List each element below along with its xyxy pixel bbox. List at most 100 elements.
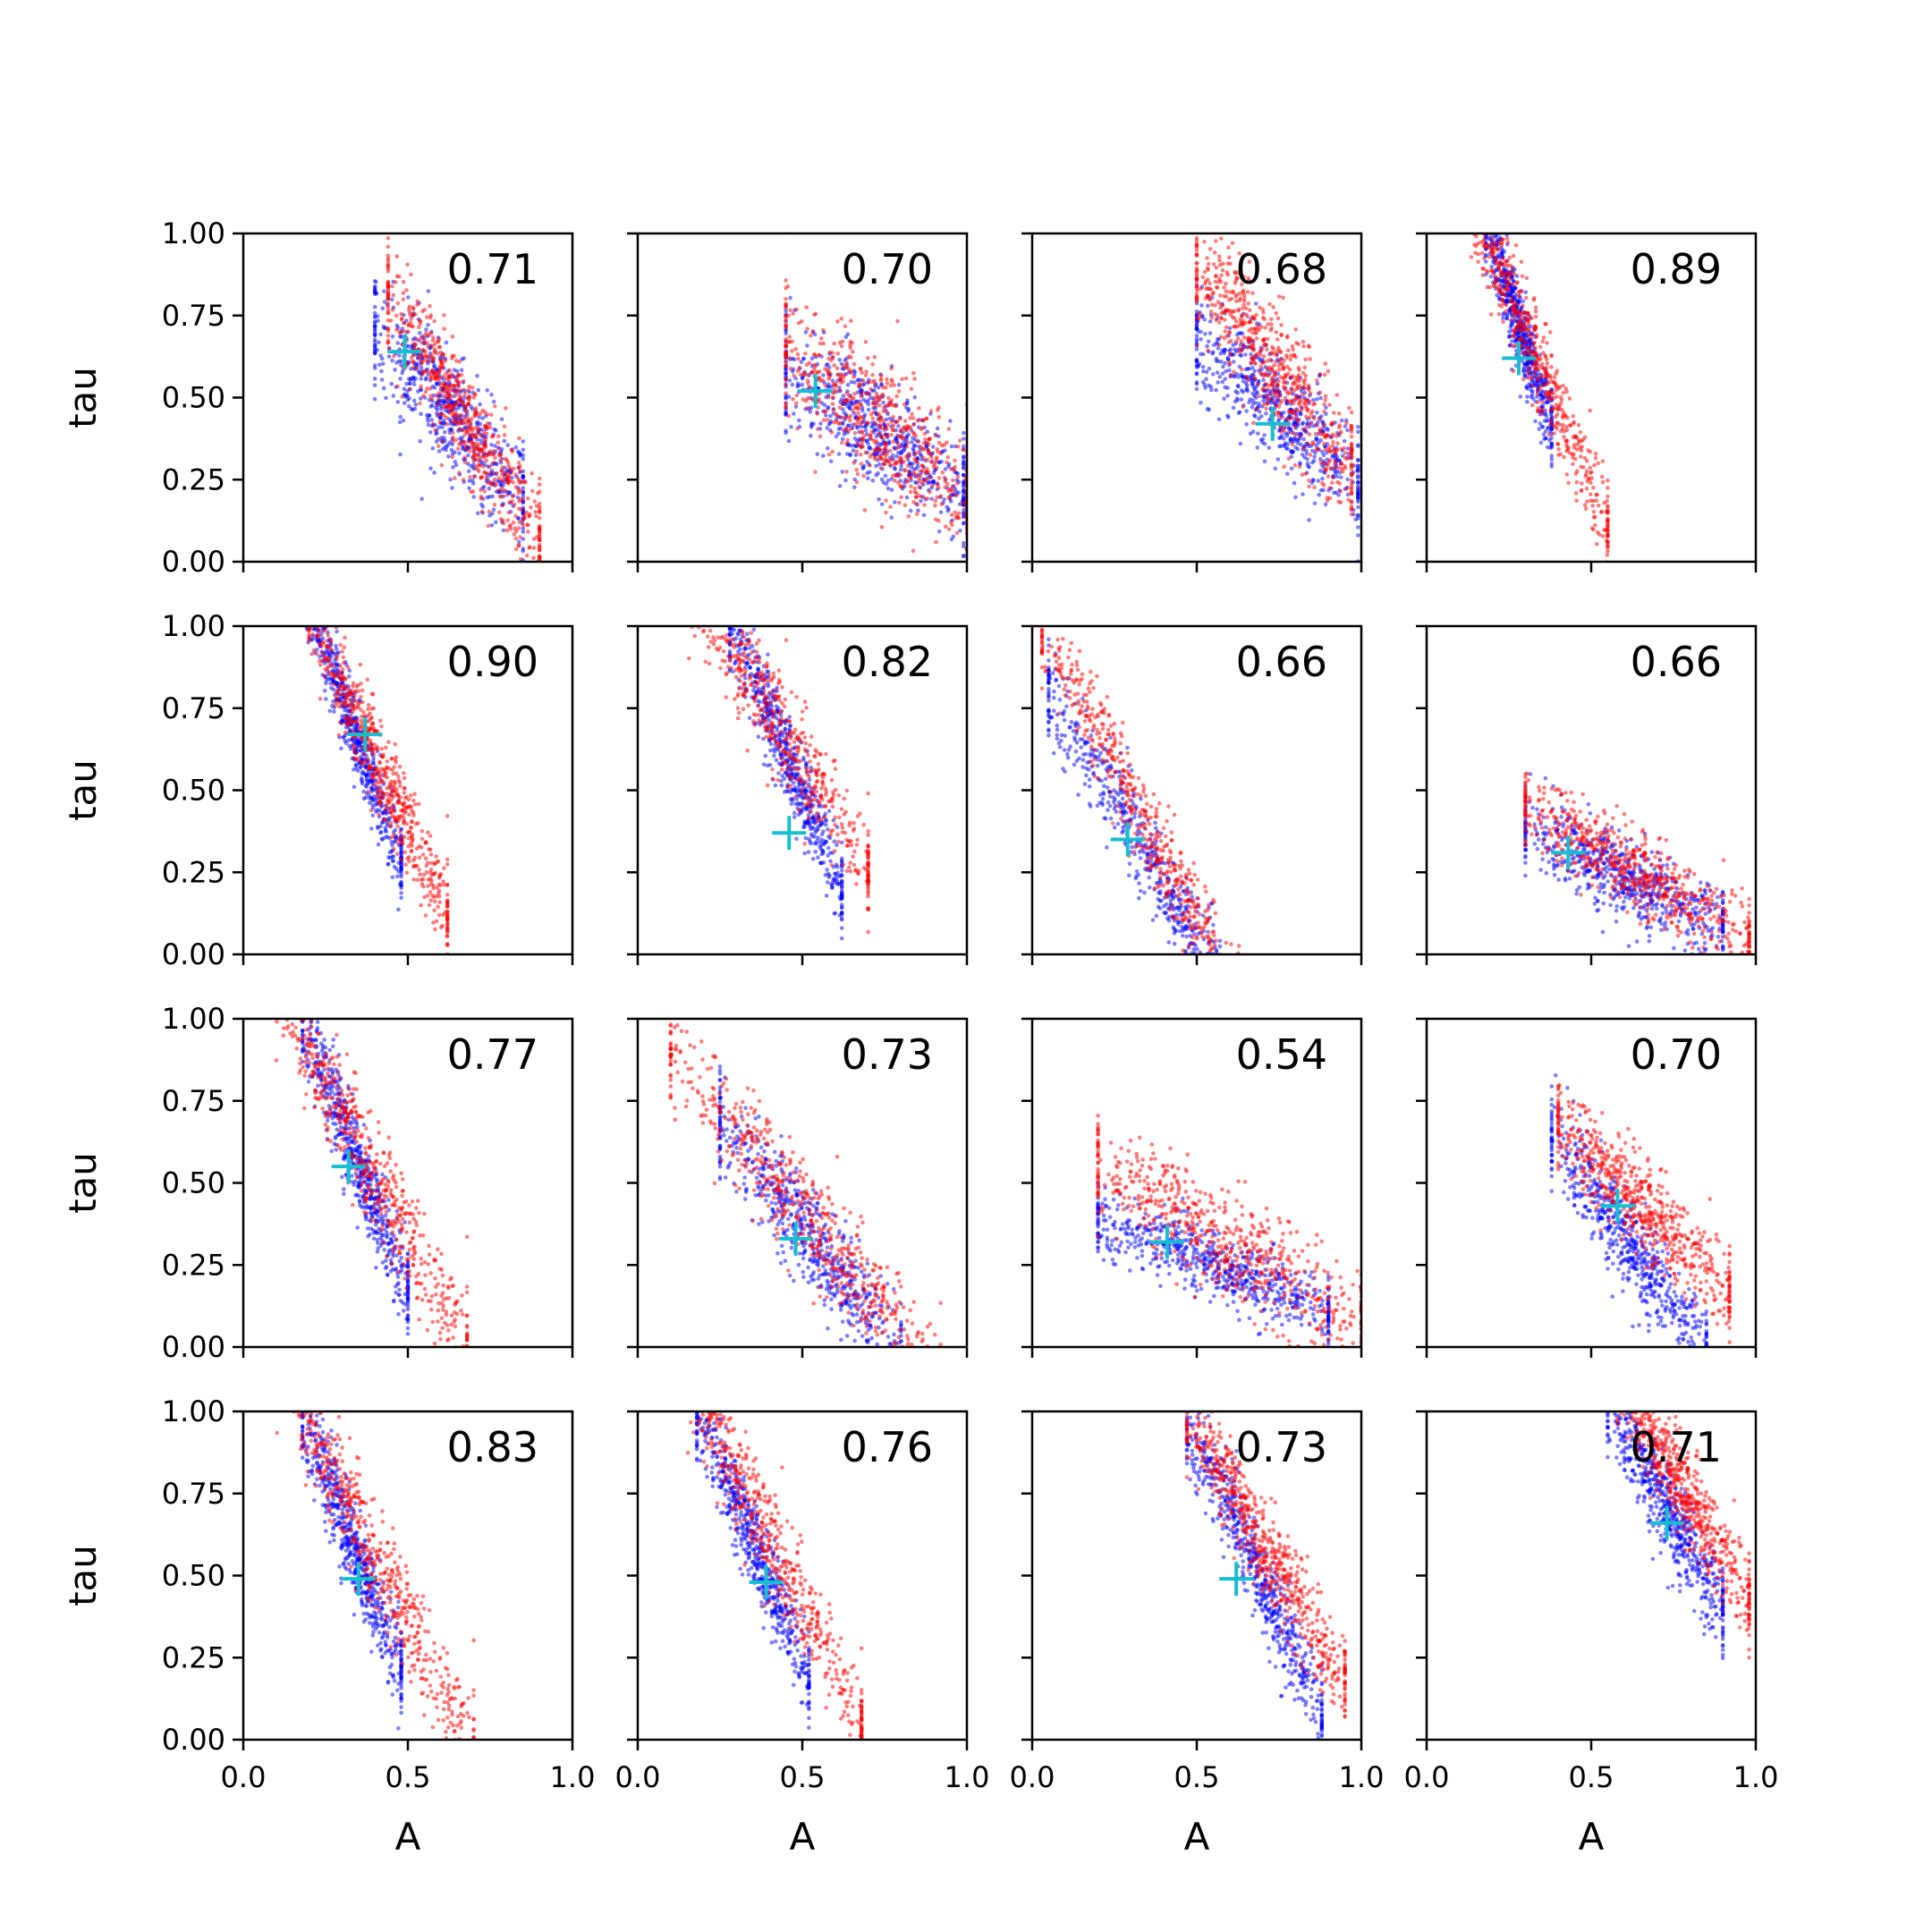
blue-point [1356,525,1360,530]
red-point [470,386,475,390]
blue-point [401,418,406,423]
red-point [1337,481,1343,486]
red-point [790,349,794,353]
blue-point [489,393,494,397]
red-point [451,430,455,435]
red-point [863,340,869,344]
blue-point [372,320,377,326]
red-point [1251,346,1256,351]
red-point [1292,409,1298,413]
red-point [1349,489,1354,494]
red-point [1564,424,1569,429]
red-point [419,384,424,389]
red-point [1310,409,1315,414]
blue-point [1321,453,1326,458]
blue-point [466,453,470,458]
red-point [1451,160,1455,165]
blue-point [1538,397,1543,402]
red-point [904,424,910,428]
red-point [1335,441,1340,446]
red-point [854,479,860,485]
red-point [851,409,855,413]
red-point [439,438,445,444]
red-point [1258,352,1263,357]
blue-point [489,522,495,528]
blue-point [1484,204,1488,208]
red-point [1524,275,1530,281]
blue-point [476,419,480,425]
blue-point [389,297,394,302]
blue-point [826,404,831,410]
red-point [1545,341,1549,345]
red-point [936,476,942,480]
blue-point [1299,412,1303,417]
blue-point [470,407,475,411]
red-point [1249,360,1253,365]
red-point [498,517,504,521]
blue-point [1320,476,1325,481]
red-point [1231,289,1235,294]
red-point [886,395,891,401]
blue-point [1275,457,1281,462]
red-point [894,446,899,451]
red-point [428,315,433,320]
red-point [447,388,452,394]
red-point [902,402,907,407]
blue-point [825,426,830,430]
red-point [796,356,801,361]
red-point [933,498,938,504]
red-point [895,480,901,485]
red-point [1251,375,1256,379]
blue-point [1300,421,1305,427]
red-point [894,419,899,425]
red-point [931,464,936,469]
red-point [428,370,433,375]
blue-point [475,373,479,378]
blue-point [824,363,829,368]
blue-point [424,376,429,380]
red-point [409,272,413,277]
red-point [1331,475,1336,480]
red-point [806,381,810,386]
red-point [386,301,391,306]
blue-point [951,534,956,539]
red-point [479,509,485,514]
red-point [1199,286,1203,292]
red-point [892,402,897,408]
blue-point [841,407,845,411]
red-point [1207,296,1212,301]
red-point [796,320,801,326]
red-point [877,423,883,428]
blue-point [439,394,444,398]
red-point [1278,357,1283,361]
blue-point [954,478,960,483]
blue-point [962,460,966,465]
blue-point [842,432,847,436]
red-point [1297,464,1302,470]
red-point [479,475,483,480]
red-point [866,380,871,385]
red-point [860,429,864,434]
blue-point [393,368,397,372]
blue-point [881,400,886,405]
blue-point [1245,383,1250,388]
red-point [900,484,905,489]
red-point [466,402,471,406]
red-point [1451,153,1455,157]
red-point [419,341,425,345]
blue-point [962,540,966,546]
red-point [425,359,430,364]
red-point [790,339,795,344]
red-point [1486,218,1490,223]
red-point [878,453,883,459]
blue-point [1233,389,1238,394]
red-point [1580,481,1584,486]
red-point [1264,406,1268,411]
blue-point [931,479,936,484]
panel-points [1194,235,1360,562]
panel-points [372,236,542,562]
blue-point [480,504,486,509]
blue-point [948,499,953,504]
red-point [1283,379,1288,385]
red-point [865,420,870,426]
